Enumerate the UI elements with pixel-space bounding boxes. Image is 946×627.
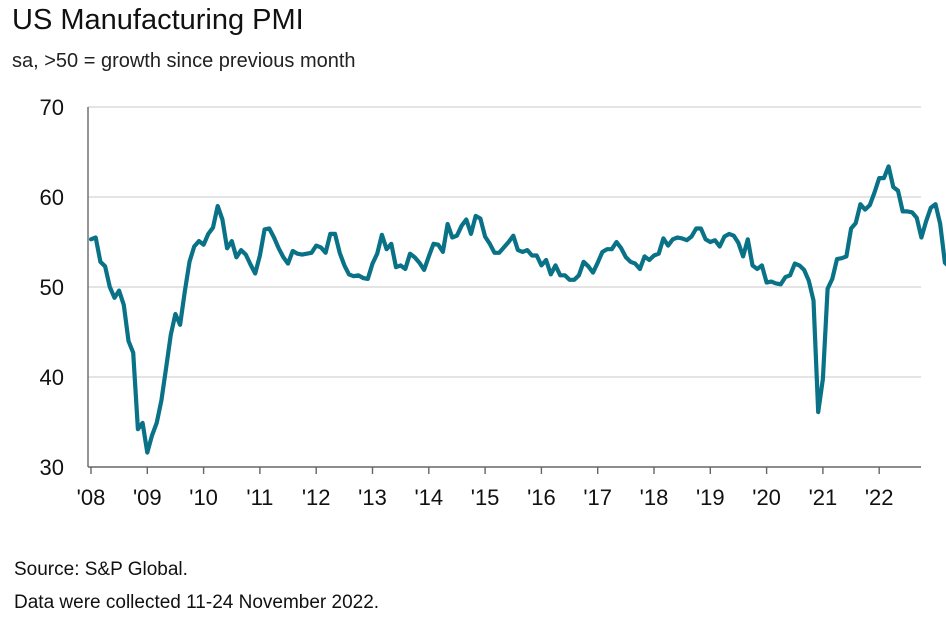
y-tick-label: 70	[40, 95, 64, 120]
x-axis	[88, 107, 921, 474]
series-group	[91, 166, 946, 452]
y-tick-labels: 30 40 50 60 70	[40, 95, 64, 480]
x-tick-label: '20	[752, 485, 781, 510]
x-tick-label: '13	[358, 485, 387, 510]
x-tick-label: '09	[133, 485, 162, 510]
x-tick-label: '16	[527, 485, 556, 510]
collection-note: Data were collected 11-24 November 2022.	[14, 586, 379, 619]
x-tick-label: '17	[583, 485, 612, 510]
source-note: Source: S&P Global.	[14, 553, 379, 586]
chart-footer: Source: S&P Global. Data were collected …	[14, 553, 379, 619]
x-tick-label: '10	[189, 485, 218, 510]
x-tick-label: '22	[865, 485, 894, 510]
y-tick-label: 40	[40, 365, 64, 390]
x-tick-label: '11	[246, 485, 273, 510]
y-tick-label: 30	[40, 455, 64, 480]
x-tick-label: '12	[302, 485, 331, 510]
y-tick-label: 60	[40, 185, 64, 210]
y-gridlines	[88, 107, 921, 377]
chart-canvas: 30 40 50 60 70 '08 '09 '10 '11 '12 '13 '14 '15 '16 '1…	[0, 0, 946, 540]
x-tick-label: '18	[640, 485, 669, 510]
x-tick-label: '14	[414, 485, 443, 510]
x-tick-label: '08	[77, 485, 106, 510]
y-tick-label: 50	[40, 275, 64, 300]
x-tick-labels: '08 '09 '10 '11 '12 '13 '14 '15 '16 '17 '18 '19 '20 '…	[77, 485, 894, 510]
x-tick-label: '21	[809, 485, 838, 510]
series-line-pmi	[91, 166, 946, 452]
x-tick-label: '15	[471, 485, 500, 510]
x-tick-label: '19	[696, 485, 725, 510]
